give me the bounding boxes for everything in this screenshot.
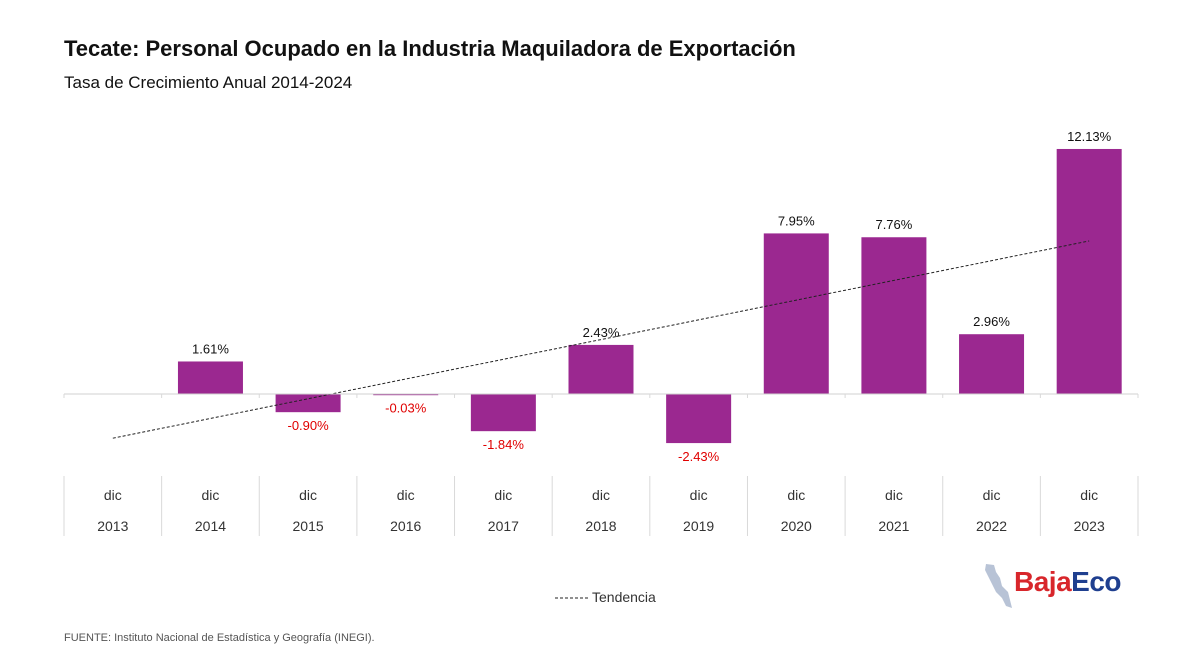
legend-trend-label: Tendencia	[592, 589, 656, 605]
data-label-2016: -0.03%	[385, 401, 427, 416]
tick-label-month: dic	[885, 487, 903, 503]
logo-text-baja: Baja	[1014, 566, 1072, 597]
data-label-2015: -0.90%	[287, 418, 329, 433]
tick-label-month: dic	[787, 487, 805, 503]
legend-layer: Tendencia	[555, 589, 656, 605]
tick-label-year: 2016	[390, 518, 421, 534]
tick-label-year: 2014	[195, 518, 226, 534]
tick-label-year: 2020	[781, 518, 812, 534]
chart-title: Tecate: Personal Ocupado en la Industria…	[64, 36, 796, 61]
tick-label-month: dic	[690, 487, 708, 503]
tick-label-month: dic	[397, 487, 415, 503]
tick-label-year: 2023	[1074, 518, 1105, 534]
bar-2018	[568, 344, 634, 394]
tick-label-year: 2018	[585, 518, 616, 534]
data-label-2017: -1.84%	[483, 437, 525, 452]
tick-label-month: dic	[494, 487, 512, 503]
labels-layer: 1.61% -0.90% -0.03% -1.84% 2.43% -2.43% 7.95% 7…	[192, 129, 1112, 464]
bar-2022	[959, 334, 1025, 394]
bar-2017	[470, 394, 536, 432]
tick-label-year: 2017	[488, 518, 519, 534]
bar-2014	[177, 361, 243, 394]
tick-label-year: 2015	[293, 518, 324, 534]
source-note: FUENTE: Instituto Nacional de Estadístic…	[64, 632, 375, 644]
tick-label-year: 2013	[97, 518, 128, 534]
bajaeco-logo: BajaEco	[982, 562, 1152, 612]
tick-label-month: dic	[592, 487, 610, 503]
tick-label-month: dic	[299, 487, 317, 503]
bar-2020	[763, 233, 829, 394]
tick-label-year: 2019	[683, 518, 714, 534]
data-label-2014: 1.61%	[192, 341, 229, 356]
data-label-2021: 7.76%	[875, 217, 912, 232]
tick-label-year: 2021	[878, 518, 909, 534]
tick-label-month: dic	[104, 487, 122, 503]
bar-2016	[373, 394, 439, 396]
bars-layer	[177, 148, 1122, 444]
bar-2023	[1056, 148, 1122, 394]
data-label-2023: 12.13%	[1067, 129, 1112, 144]
chart-subtitle: Tasa de Crecimiento Anual 2014-2024	[64, 73, 353, 92]
bar-2019	[666, 394, 732, 444]
tick-label-year: 2022	[976, 518, 1007, 534]
baja-california-map-icon	[985, 564, 1012, 608]
trendline	[112, 240, 1090, 439]
data-label-2020: 7.95%	[778, 213, 815, 228]
data-label-2022: 2.96%	[973, 314, 1010, 329]
data-label-2019: -2.43%	[678, 449, 720, 464]
logo-text-eco: Eco	[1071, 566, 1122, 597]
tick-label-month: dic	[202, 487, 220, 503]
data-label-2018: 2.43%	[583, 325, 620, 340]
bar-2015	[275, 394, 341, 413]
trend-layer	[112, 240, 1090, 439]
axis-layer: dic 2013 dic 2014 dic 2015 dic 2016 dic 2017 dic 20…	[63, 393, 1139, 536]
bar-2021	[861, 237, 927, 394]
tick-label-month: dic	[983, 487, 1001, 503]
logo-text: BajaEco	[1014, 566, 1122, 598]
tick-label-month: dic	[1080, 487, 1098, 503]
